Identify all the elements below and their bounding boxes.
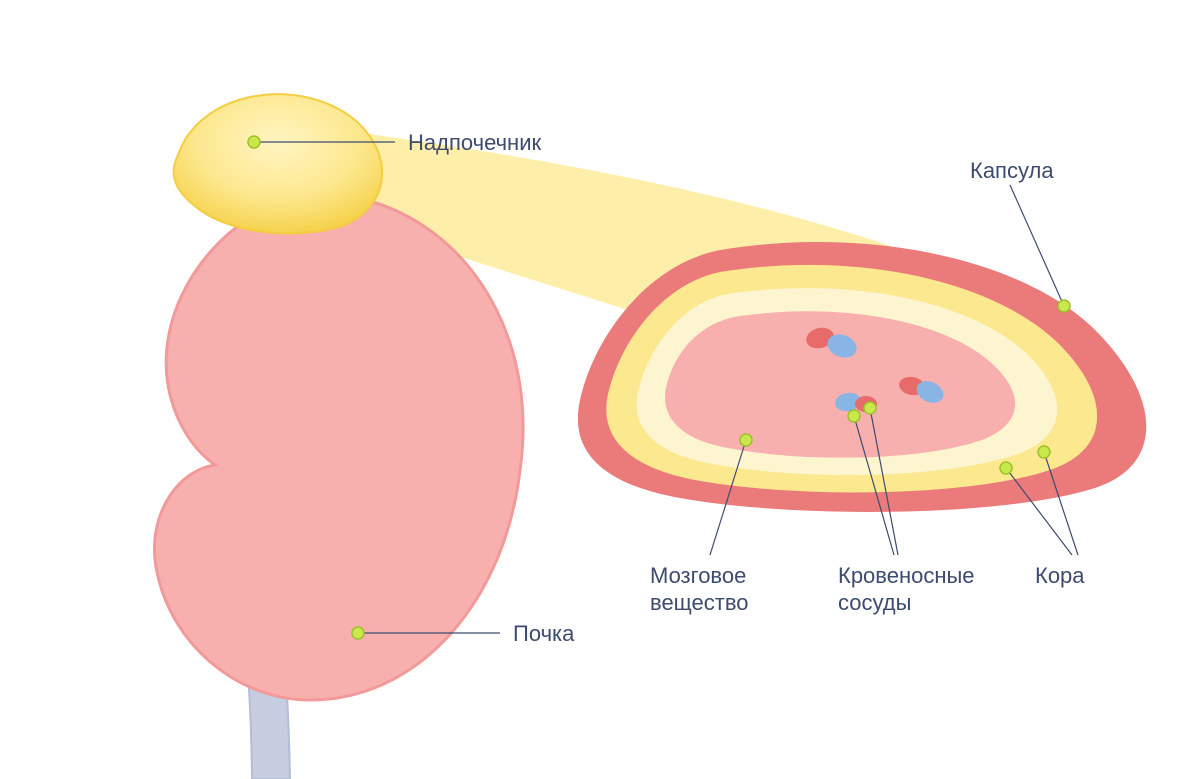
label-medulla-1: Мозговое xyxy=(650,563,746,588)
label-vessels-1: Кровеносные xyxy=(838,563,975,588)
label-kidney: Почка xyxy=(513,621,575,646)
adrenal-gland xyxy=(174,94,383,233)
label-adrenal: Надпочечник xyxy=(408,130,541,155)
label-medulla-2: вещество xyxy=(650,590,749,615)
cross-section xyxy=(578,242,1146,512)
label-vessels-2: сосуды xyxy=(838,590,911,615)
kidney-shape xyxy=(154,194,523,700)
adrenal-diagram: Надпочечник Почка Капсула Мозговое вещес… xyxy=(0,0,1200,779)
label-capsule: Капсула xyxy=(970,158,1054,183)
label-cortex: Кора xyxy=(1035,563,1085,588)
